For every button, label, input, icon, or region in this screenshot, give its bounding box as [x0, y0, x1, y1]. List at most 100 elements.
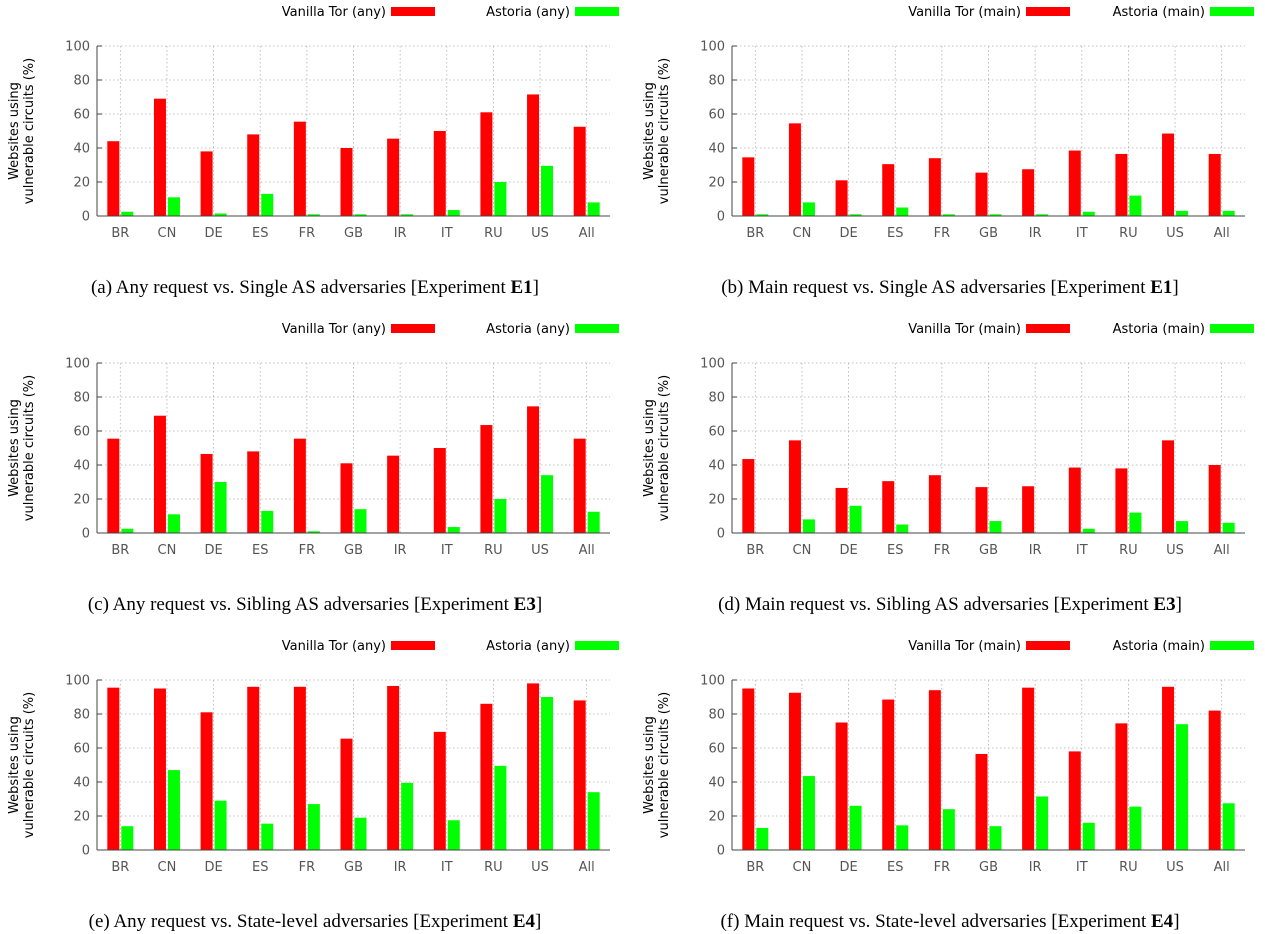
- legend-label-a-0: Vanilla Tor (any): [282, 5, 386, 20]
- bar-d-vanilla-CN: [788, 440, 801, 533]
- bar-d-astoria-CN: [802, 519, 815, 533]
- xtick-label-c-CN: CN: [158, 543, 177, 558]
- bar-b-astoria-US: [1176, 210, 1189, 216]
- xtick-label-c-All: All: [579, 543, 595, 558]
- bar-b-astoria-DE: [849, 214, 862, 216]
- legend-label-c-1: Astoria (any): [486, 322, 570, 337]
- bar-c-vanilla-All: [573, 438, 586, 533]
- y-axis-label-c: Websites usingvulnerable circuits (%): [7, 375, 37, 521]
- xtick-label-f-BR: BR: [746, 860, 764, 875]
- y-axis-label-line-d-1: vulnerable circuits (%): [657, 375, 672, 521]
- ytick-label-f-100: 100: [700, 674, 725, 689]
- bar-c-vanilla-CN: [153, 415, 166, 533]
- bar-d-vanilla-BR: [742, 459, 755, 533]
- bar-c-astoria-FR: [307, 531, 320, 533]
- ytick-label-e-100: 100: [65, 674, 90, 689]
- bar-e-vanilla-DE: [200, 712, 213, 850]
- xtick-label-b-All: All: [1214, 226, 1230, 241]
- bar-b-vanilla-US: [1162, 133, 1175, 216]
- xtick-label-f-ES: ES: [887, 860, 903, 875]
- bar-d-astoria-ES: [896, 524, 909, 533]
- y-axis-label-line-c-0: Websites using: [7, 399, 22, 497]
- xtick-label-f-US: US: [1166, 860, 1184, 875]
- ytick-label-b-100: 100: [700, 40, 725, 55]
- chart-panel-e: Vanilla Tor (any) Astoria (any) 0 20 40 60 80 1…: [5, 634, 625, 934]
- bar-e-vanilla-IT: [433, 731, 446, 850]
- xtick-label-b-ES: ES: [887, 226, 903, 241]
- xtick-label-a-BR: BR: [111, 226, 129, 241]
- legend-swatch-d-0: [1026, 324, 1070, 333]
- legend-c: Vanilla Tor (any) Astoria (any): [282, 322, 619, 337]
- xtick-label-d-GB: GB: [979, 543, 998, 558]
- y-axis-label-a: Websites usingvulnerable circuits (%): [7, 58, 37, 204]
- bar-b-vanilla-GB: [975, 172, 988, 216]
- bar-b-astoria-FR: [942, 214, 955, 216]
- chart-a-svg: Vanilla Tor (any) Astoria (any) 0 20 40 60 80 1…: [7, 5, 619, 241]
- ytick-label-d-40: 40: [708, 459, 725, 474]
- bar-c-vanilla-RU: [480, 425, 493, 533]
- bar-e-vanilla-CN: [153, 688, 166, 850]
- xtick-label-d-CN: CN: [793, 543, 812, 558]
- legend-label-d-1: Astoria (main): [1113, 322, 1205, 337]
- bar-b-astoria-CN: [802, 202, 815, 216]
- ytick-label-a-20: 20: [73, 176, 90, 191]
- bar-a-astoria-FR: [307, 214, 320, 216]
- legend-swatch-a-0: [391, 7, 435, 16]
- legend-label-b-1: Astoria (main): [1113, 5, 1205, 20]
- xtick-label-b-IR: IR: [1029, 226, 1042, 241]
- bar-d-astoria-US: [1176, 521, 1189, 533]
- caption-experiment-b: E1: [1150, 277, 1173, 298]
- caption-experiment-f: E4: [1151, 911, 1174, 932]
- bar-b-vanilla-DE: [835, 180, 848, 216]
- bar-e-vanilla-BR: [107, 687, 120, 850]
- xtick-label-e-US: US: [531, 860, 549, 875]
- bar-f-astoria-BR: [756, 827, 769, 850]
- bar-c-astoria-DE: [214, 482, 227, 533]
- bar-c-astoria-BR: [121, 528, 134, 533]
- caption-experiment-d: E3: [1153, 594, 1176, 615]
- xtick-label-e-All: All: [579, 860, 595, 875]
- legend-f: Vanilla Tor (main) Astoria (main): [908, 639, 1254, 654]
- bar-e-astoria-IT: [447, 820, 460, 850]
- bar-a-astoria-US: [541, 165, 554, 216]
- y-axis-label-b: Websites usingvulnerable circuits (%): [642, 58, 672, 204]
- bar-a-astoria-RU: [494, 182, 507, 216]
- bar-b-astoria-IR: [1036, 214, 1049, 216]
- legend-label-f-1: Astoria (main): [1113, 639, 1205, 654]
- caption-text-e: Any request vs. State-level adversaries …: [113, 911, 513, 932]
- xtick-label-b-RU: RU: [1119, 226, 1138, 241]
- legend-label-e-0: Vanilla Tor (any): [282, 639, 386, 654]
- bar-a-vanilla-FR: [293, 121, 306, 216]
- chart-panel-f: Vanilla Tor (main) Astoria (main) 0 20 40 60 8…: [640, 634, 1260, 934]
- bar-d-astoria-RU: [1129, 512, 1142, 533]
- y-axis-label-line-d-0: Websites using: [642, 399, 657, 497]
- bar-f-astoria-DE: [849, 805, 862, 850]
- bar-d-astoria-GB: [989, 521, 1002, 533]
- xtick-label-d-FR: FR: [934, 543, 951, 558]
- caption-text-c: Any request vs. Sibling AS adversaries […: [112, 594, 514, 615]
- bar-b-astoria-BR: [756, 214, 769, 216]
- xtick-label-c-BR: BR: [111, 543, 129, 558]
- bar-e-astoria-ES: [261, 823, 274, 850]
- bar-f-astoria-CN: [802, 776, 815, 850]
- bar-c-astoria-CN: [167, 514, 180, 533]
- bar-d-vanilla-GB: [975, 487, 988, 533]
- caption-b: (b) Main request vs. Single AS adversari…: [640, 277, 1260, 299]
- xtick-label-e-IR: IR: [394, 860, 407, 875]
- xtick-label-d-US: US: [1166, 543, 1184, 558]
- caption-end-e: ]: [535, 911, 542, 932]
- bar-f-vanilla-RU: [1115, 723, 1128, 850]
- y-axis-label-line-b-1: vulnerable circuits (%): [657, 58, 672, 204]
- bar-e-astoria-DE: [214, 800, 227, 850]
- ytick-label-c-80: 80: [73, 391, 90, 406]
- xtick-label-c-GB: GB: [344, 543, 363, 558]
- bar-b-vanilla-All: [1208, 153, 1221, 216]
- xtick-label-a-All: All: [579, 226, 595, 241]
- xtick-label-a-RU: RU: [484, 226, 503, 241]
- caption-end-d: ]: [1175, 594, 1182, 615]
- legend-label-c-0: Vanilla Tor (any): [282, 322, 386, 337]
- bar-e-vanilla-GB: [340, 738, 353, 850]
- bar-f-vanilla-DE: [835, 722, 848, 850]
- bar-b-astoria-RU: [1129, 195, 1142, 216]
- bar-d-astoria-IT: [1082, 528, 1095, 533]
